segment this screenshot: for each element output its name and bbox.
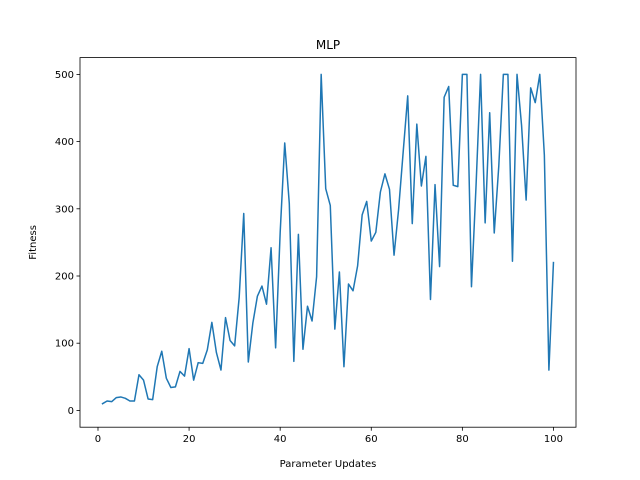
- x-axis-label: Parameter Updates: [280, 459, 377, 470]
- x-tick-label: 0: [95, 434, 101, 445]
- x-tick-label: 100: [544, 434, 563, 445]
- y-tick-label: 100: [55, 339, 74, 350]
- x-axis-ticks: 0 20 40 60 80 100: [95, 427, 563, 445]
- chart-title: MLP: [316, 38, 340, 52]
- y-tick-label: 400: [55, 137, 74, 148]
- x-tick-label: 20: [183, 434, 196, 445]
- plot-area: [101, 73, 555, 405]
- x-tick-label: 80: [456, 434, 469, 445]
- y-axis-label: Fitness: [28, 225, 39, 260]
- x-tick-label: 60: [365, 434, 378, 445]
- axes-frame: [79, 57, 577, 428]
- y-tick-label: 0: [68, 406, 74, 417]
- x-tick-label: 40: [274, 434, 287, 445]
- y-tick-label: 300: [55, 204, 74, 215]
- y-tick-label: 200: [55, 272, 74, 283]
- y-axis-ticks: 0 100 200 300 400 500: [55, 70, 80, 417]
- series-line: [101, 73, 555, 405]
- y-tick-label: 500: [55, 70, 74, 81]
